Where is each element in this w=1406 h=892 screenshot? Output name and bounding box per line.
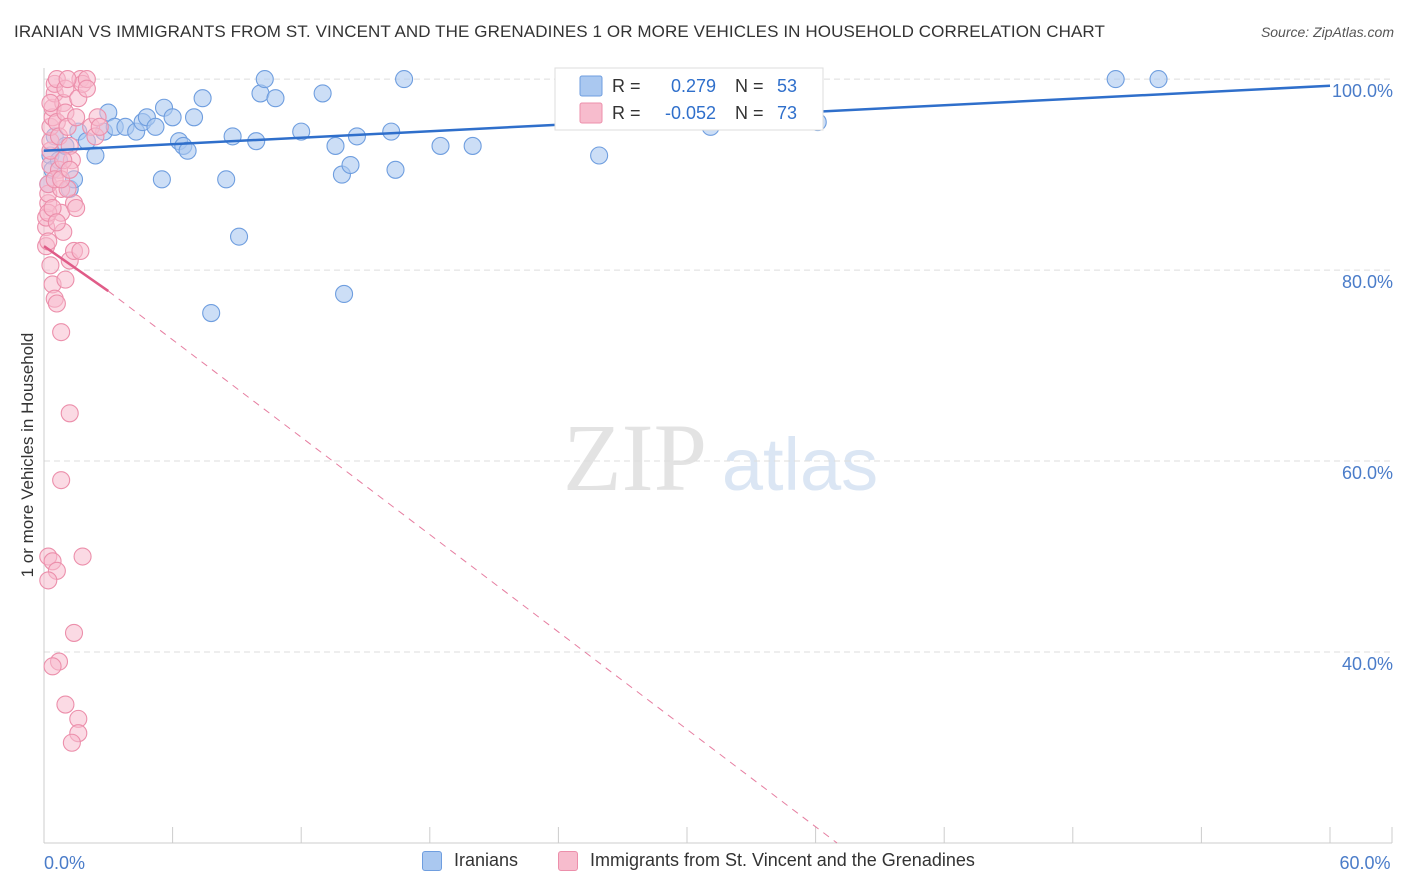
point-iranians-28 [217, 170, 236, 189]
point-svg-70 [90, 117, 109, 136]
point-svg-71 [58, 70, 77, 89]
point-svg-55 [56, 695, 75, 714]
y-tick-label-3: 40.0% [1342, 654, 1393, 674]
x-tick-labels: 0.0% 60.0% [44, 853, 1391, 873]
point-svg-62 [67, 108, 86, 127]
y-axis-label: 1 or more Vehicles in Household [18, 333, 37, 578]
point-iranians-45 [431, 136, 450, 155]
stats-n-label-1: N = [735, 76, 764, 96]
stats-n-value-2: 73 [777, 103, 797, 123]
stats-r-label-2: R = [612, 103, 641, 123]
point-svg-46 [52, 471, 71, 490]
point-svg-44 [71, 241, 90, 261]
watermark-zip: ZIP [563, 404, 707, 511]
grid-lines [44, 78, 1392, 653]
point-iranians-43 [386, 160, 405, 179]
point-iranians-39 [335, 284, 354, 303]
stats-swatch-iranians [579, 75, 603, 97]
watermark: ZIP atlas [563, 404, 878, 511]
point-svg-63 [77, 79, 96, 98]
point-iranians-44 [395, 70, 414, 89]
chart-title: IRANIAN VS IMMIGRANTS FROM ST. VINCENT A… [14, 22, 1105, 41]
stats-r-label-1: R = [612, 76, 641, 96]
point-iranians-30 [229, 227, 249, 246]
point-iranians-33 [255, 70, 274, 89]
point-iranians-34 [266, 89, 285, 108]
stats-n-label-2: N = [735, 103, 764, 123]
legend-swatch-iranians [422, 850, 442, 871]
trend-line-svg-dashed [107, 290, 838, 844]
legend-label-svg: Immigrants from St. Vincent and the Gren… [590, 850, 975, 870]
y-tick-label-2: 60.0% [1342, 463, 1393, 483]
point-svg-52 [64, 623, 84, 642]
point-iranians-52 [1149, 70, 1168, 89]
point-iranians-37 [326, 136, 345, 155]
point-iranians-21 [163, 108, 182, 127]
stats-swatch-svg [579, 102, 603, 124]
point-iranians-40 [341, 155, 360, 175]
legend-swatch-svg [558, 850, 578, 871]
point-svg-35 [39, 232, 58, 251]
point-iranians-18 [146, 117, 165, 136]
point-svg-39 [47, 294, 66, 313]
point-svg-36 [41, 256, 60, 275]
stats-r-value-2: -0.052 [665, 103, 716, 123]
point-iranians-36 [313, 84, 332, 103]
point-svg-72 [41, 93, 60, 113]
point-svg-51 [39, 571, 58, 590]
point-svg-41 [56, 270, 75, 289]
legend-item-svg[interactable]: Immigrants from St. Vincent and the Gren… [558, 850, 975, 871]
stats-n-value-1: 53 [777, 76, 797, 96]
point-iranians-42 [382, 122, 401, 141]
point-iranians-46 [463, 136, 482, 155]
point-iranians-25 [184, 108, 204, 127]
point-iranians-19 [152, 170, 171, 189]
legend-item-iranians[interactable]: Iranians [422, 850, 518, 871]
point-svg-54 [43, 657, 62, 676]
watermark-atlas: atlas [722, 423, 878, 506]
stats-legend-box: R = 0.279 N = 53 R = -0.052 N = 73 [554, 67, 824, 131]
point-svg-45 [60, 404, 79, 423]
point-svg-40 [52, 323, 71, 342]
series-svg-points [37, 70, 109, 752]
point-iranians-51 [1106, 70, 1125, 89]
point-svg-49 [73, 547, 92, 566]
axes [43, 68, 1393, 844]
point-iranians-47 [590, 146, 609, 165]
point-iranians-35 [292, 122, 311, 141]
x-tick-label-0: 0.0% [44, 853, 85, 873]
y-tick-label-1: 80.0% [1342, 272, 1393, 292]
point-svg-58 [62, 733, 81, 752]
trend-line-svg [43, 245, 110, 293]
legend-label-iranians: Iranians [454, 850, 519, 870]
point-svg-67 [47, 213, 66, 232]
legend: Iranians Immigrants from St. Vincent and… [0, 850, 1406, 880]
y-tick-labels: 100.0% 80.0% 60.0% 40.0% [1332, 81, 1393, 674]
x-tick-label-1: 60.0% [1339, 853, 1390, 873]
source-credit: Source: ZipAtlas.com [1260, 24, 1394, 40]
y-tick-label-0: 100.0% [1332, 81, 1393, 101]
point-svg-69 [60, 160, 79, 179]
point-iranians-26 [193, 89, 212, 108]
stats-r-value-1: 0.279 [671, 76, 716, 96]
point-iranians-27 [202, 303, 221, 323]
point-svg-28 [67, 198, 86, 218]
